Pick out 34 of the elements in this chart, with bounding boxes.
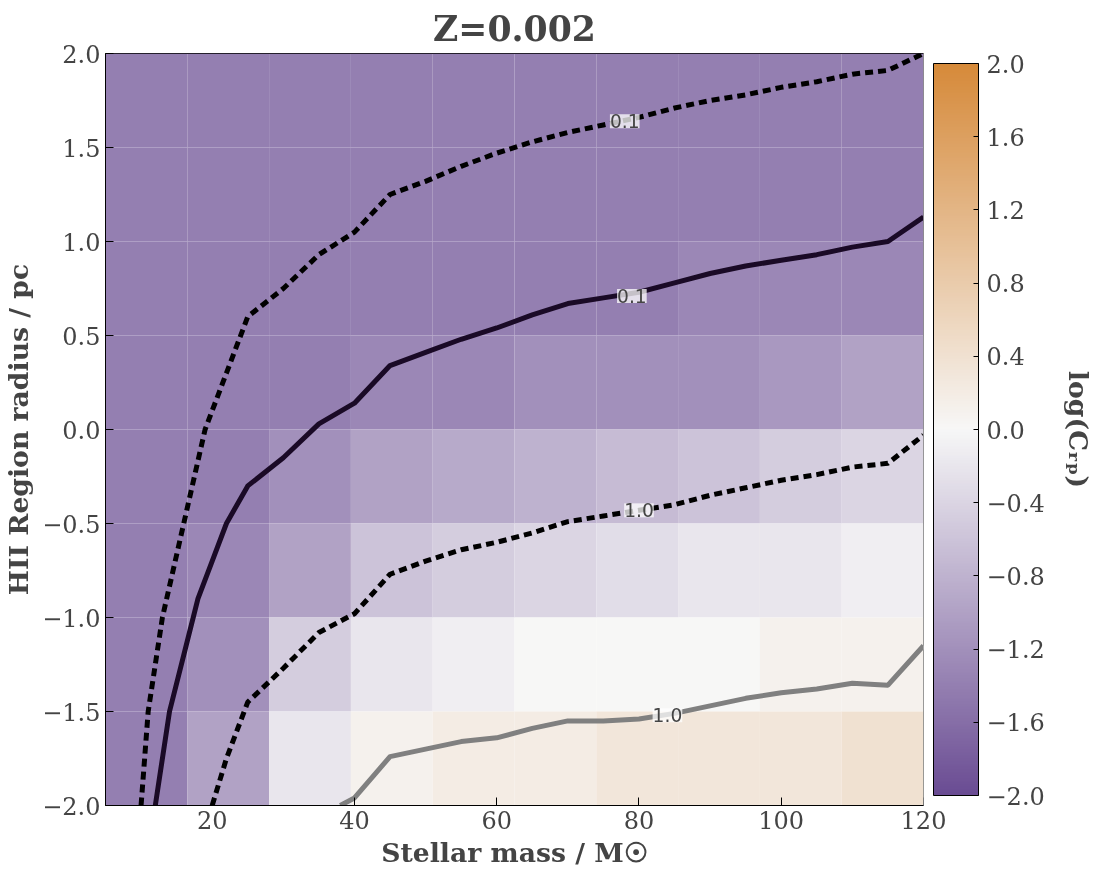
color-bar-label: −1.2 (986, 636, 1045, 665)
x-tick-label: 80 (623, 806, 655, 835)
color-bar-label: 1.6 (986, 123, 1025, 152)
y-tick-label: −1.5 (42, 698, 101, 727)
y-tick-label: 1.0 (62, 228, 101, 257)
chart-title: Z=0.002 (433, 7, 596, 49)
color-bar-label: −0.4 (986, 489, 1045, 518)
color-bar-label: 0.8 (986, 270, 1025, 299)
color-bar-label: −0.8 (986, 562, 1045, 591)
x-tick-label: 60 (481, 806, 512, 835)
y-tick-label: 0.5 (62, 322, 101, 351)
annotation: 1.0 (624, 500, 654, 522)
color-bar-label: −2.0 (986, 782, 1045, 811)
x-tick-label: 100 (758, 806, 805, 835)
color-bar-title: log(Cᵣₚ) (1062, 370, 1094, 489)
color-bar-label: 2.0 (986, 50, 1025, 79)
x-axis-title: Stellar mass / M☉ (381, 836, 648, 868)
y-tick-label: −2.0 (42, 792, 101, 821)
x-tick-label: 40 (339, 806, 370, 835)
annotation: 0.1 (609, 111, 640, 133)
y-tick-label: 1.5 (62, 134, 101, 163)
x-tick-label: 120 (900, 806, 947, 835)
y-tick-label: 0.0 (62, 416, 101, 445)
color-bar-label: 0.0 (986, 416, 1025, 445)
y-tick-label: −0.5 (42, 510, 101, 539)
y-axis-title: HII Region radius / pc (3, 263, 35, 596)
color-bar-label: 1.2 (986, 196, 1025, 225)
annotation: 1.0 (652, 705, 683, 727)
color-bar-label: −1.6 (986, 709, 1045, 738)
x-tick-label: 20 (196, 806, 228, 835)
y-tick-label: 2.0 (62, 40, 101, 69)
color-bar-label: 0.4 (986, 343, 1025, 372)
annotation: 0.1 (617, 286, 647, 308)
y-tick-label: −1.0 (42, 604, 101, 633)
